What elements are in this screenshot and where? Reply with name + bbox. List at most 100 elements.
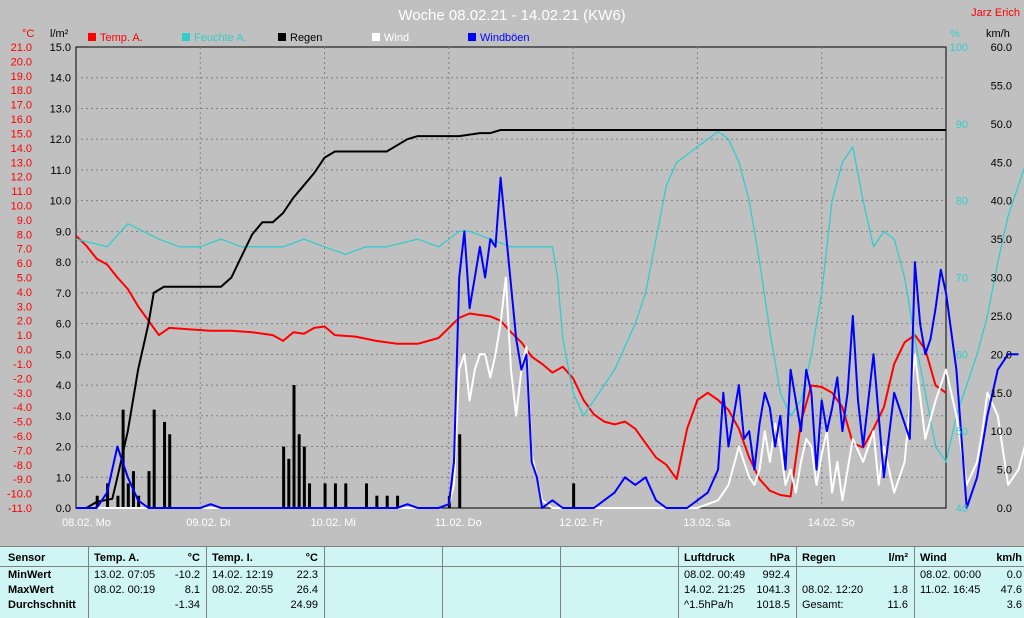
wind-unit-label: km/h (986, 28, 1010, 40)
temp-tick-label: 2.0 (17, 316, 32, 328)
legend-label: Regen (290, 32, 322, 44)
x-tick-label: 12.02. Fr (559, 517, 603, 529)
rain-tick-label: 10.0 (50, 196, 71, 208)
series-lines (75, 129, 1024, 509)
series-line-feuchte-a- (75, 130, 1024, 463)
summary-table: Sensor MinWert MaxWert Durchschnitt Temp… (0, 546, 1024, 618)
temp-a-title: Temp. A. (94, 552, 140, 564)
rain-tick-label: 13.0 (50, 103, 71, 115)
temp-tick-label: 15.0 (11, 128, 32, 140)
x-tick-label: 08.02. Mo (62, 517, 111, 529)
temp-unit-label: °C (22, 28, 34, 40)
pressure-avg: 1018.5 (756, 599, 790, 611)
temp-a-max-value: 8.1 (184, 584, 200, 596)
legend-label: Wind (384, 32, 409, 44)
rain-bar (308, 483, 312, 508)
temp-tick-label: 1.0 (17, 330, 32, 342)
temp-i-unit: °C (305, 552, 318, 564)
temp-tick-label: 11.0 (11, 186, 32, 198)
temp-a-unit: °C (187, 552, 200, 564)
rain-bar (116, 495, 120, 508)
pressure-min-value: 992.4 (762, 569, 790, 581)
wind-tick-label: 45.0 (991, 157, 1012, 169)
rain-tick-label: 15.0 (50, 42, 71, 54)
pressure-min-time: 08.02. 00:49 (684, 569, 746, 581)
wind-tick-label: 25.0 (991, 311, 1012, 323)
legend-swatch (278, 33, 286, 41)
rain-bar (396, 495, 400, 508)
temp-tick-label: 14.0 (11, 143, 32, 155)
temp-tick-label: 0.0 (17, 345, 32, 357)
wind-tick-label: 10.0 (991, 426, 1012, 438)
x-tick-label: 14.02. So (808, 517, 855, 529)
temp-tick-label: -1.0 (13, 359, 32, 371)
rain-bar (302, 446, 306, 508)
wind-tick-label: 30.0 (991, 273, 1012, 285)
rain-tick-label: 4.0 (56, 380, 71, 392)
rain-bar (375, 495, 379, 508)
series-line-temp-a- (75, 234, 947, 498)
rain-bar (147, 471, 151, 508)
wind-avg: 3.6 (1006, 599, 1022, 611)
temp-tick-label: -10.0 (7, 489, 32, 501)
temp-tick-label: -2.0 (13, 373, 32, 385)
rain-bar (126, 483, 130, 508)
rain-bar (121, 409, 125, 508)
chart-title: Woche 08.02.21 - 14.02.21 (KW6) (398, 7, 625, 24)
temp-i-min-value: 22.3 (296, 569, 318, 581)
rain-tick-label: 12.0 (50, 134, 71, 146)
wind-tick-label: 35.0 (991, 234, 1012, 246)
humidity-tick-label: 40 (956, 503, 968, 515)
rain-bar (572, 483, 576, 508)
pressure-max-value: 1041.3 (756, 584, 790, 596)
temp-tick-label: 21.0 (11, 42, 32, 54)
temp-tick-label: 13.0 (11, 157, 32, 169)
temp-tick-label: 12.0 (11, 172, 32, 184)
series-line-wind (76, 276, 1024, 509)
temp-a-min-value: -10.2 (174, 569, 200, 581)
temp-tick-label: -3.0 (13, 388, 32, 400)
x-tick-label: 10.02. Mi (311, 517, 356, 529)
wind-tick-label: 20.0 (991, 349, 1012, 361)
temp-tick-label: 4.0 (17, 287, 32, 299)
legend-label: Temp. A. (100, 32, 143, 44)
temp-i-avg: 24.99 (290, 599, 318, 611)
row-header-avg: Durchschnitt (8, 599, 76, 611)
legend-label: Windböen (480, 32, 530, 44)
rain-bar (344, 483, 348, 508)
rain-title: Regen (802, 552, 836, 564)
rain-bar (385, 495, 389, 508)
temp-tick-label: -11.0 (8, 503, 32, 515)
humidity-unit-label: % (950, 28, 960, 40)
legend-swatch (468, 33, 476, 41)
temp-i-max-time: 08.02. 20:55 (212, 584, 274, 596)
wind-tick-label: 0.0 (997, 503, 1012, 515)
temp-tick-label: 3.0 (17, 301, 32, 313)
temp-tick-label: 10.0 (11, 200, 32, 212)
wind-max-value: 47.6 (1000, 584, 1022, 596)
rain-tick-label: 2.0 (56, 442, 71, 454)
rain-bars (95, 385, 576, 508)
rain-total: 11.6 (887, 599, 908, 611)
rain-unit: l/m² (888, 552, 908, 564)
temp-tick-label: -4.0 (13, 402, 32, 414)
rain-bar (333, 483, 337, 508)
temp-tick-label: -6.0 (13, 431, 32, 443)
wind-min-value: 0.0 (1006, 569, 1022, 581)
rain-bar (168, 434, 172, 508)
wind-max-time: 11.02. 16:45 (920, 584, 981, 596)
temp-tick-label: 16.0 (11, 114, 32, 126)
rain-bar (106, 483, 110, 508)
temp-tick-label: 8.0 (17, 229, 32, 241)
pressure-title: Luftdruck (684, 552, 735, 564)
wind-tick-label: 50.0 (991, 119, 1012, 131)
pressure-max-time: 14.02. 21:25 (684, 584, 746, 596)
rain-tick-label: 0.0 (56, 503, 71, 515)
temp-tick-label: 6.0 (17, 258, 32, 270)
rain-tick-label: 14.0 (50, 73, 71, 85)
rain-tick-label: 3.0 (56, 411, 71, 423)
temp-tick-label: -5.0 (13, 417, 32, 429)
temp-tick-label: 20.0 (11, 56, 32, 68)
legend-label: Feuchte A. (194, 32, 247, 44)
rain-bar (287, 458, 291, 508)
